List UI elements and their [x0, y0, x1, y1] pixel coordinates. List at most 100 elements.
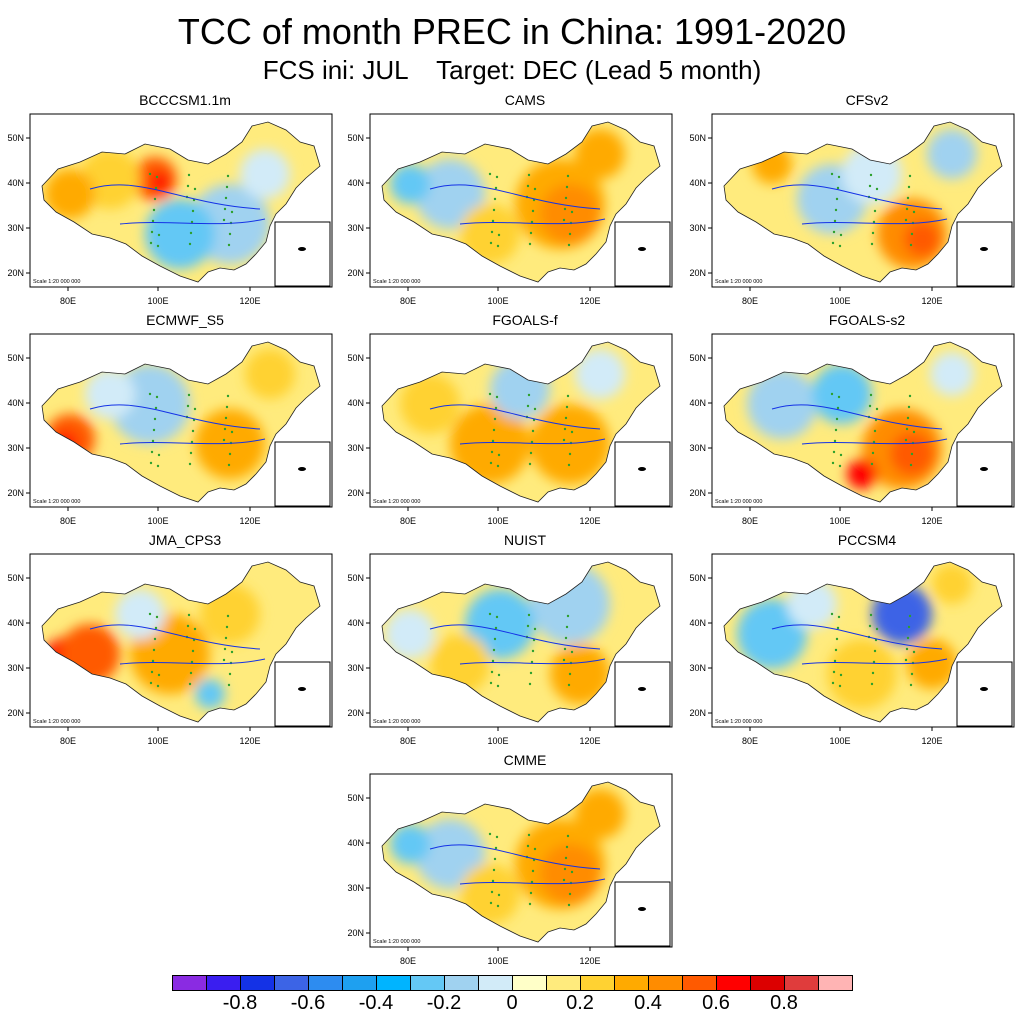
- significance-dot: [568, 232, 572, 236]
- significance-dot: [225, 405, 229, 409]
- colorbar-label: 0.6: [702, 992, 730, 1014]
- tcc-contour-region: [827, 639, 897, 709]
- significance-dot: [904, 218, 908, 222]
- significance-dot: [832, 230, 836, 234]
- significance-dot: [492, 868, 496, 872]
- y-tick-label: 40N: [7, 398, 24, 408]
- colorbar-labels: -0.8 -0.6 -0.4 -0.2 0 0.2 0.4 0.6 0.8: [172, 992, 852, 1020]
- china-border: [381, 561, 661, 723]
- significance-dot: [875, 187, 879, 191]
- scale-note: Scale 1:20 000 000: [715, 719, 762, 725]
- x-tick-label: 100E: [487, 516, 508, 526]
- significance-dot: [831, 461, 835, 465]
- y-tick-label: 30N: [347, 223, 364, 233]
- significance-dot: [188, 462, 192, 466]
- china-border: [723, 561, 1003, 723]
- significance-dot: [186, 624, 190, 628]
- map-panel: JMA_CPS3 80E 100E 120E 50N 40N 30N 20N Scale 1:2…: [0, 532, 340, 752]
- significance-dot: [186, 184, 190, 188]
- significance-dot: [157, 453, 161, 457]
- x-tick-label: 80E: [400, 956, 416, 966]
- significance-dot: [152, 648, 156, 652]
- significance-dot: [567, 463, 571, 467]
- significance-dot: [191, 429, 195, 433]
- scale-note: Scale 1:20 000 000: [715, 279, 762, 285]
- significance-dot: [565, 185, 569, 189]
- significance-dot: [226, 174, 230, 178]
- colorbar-swatch: [648, 975, 683, 991]
- tcc-map: 80E 100E 120E 50N 40N 30N 20N Scale 1:20 000 00…: [689, 333, 1015, 526]
- significance-dot: [153, 197, 157, 201]
- significance-dot: [531, 209, 535, 213]
- inset-island: [638, 687, 646, 691]
- panel-title: FGOALS-f: [492, 312, 558, 328]
- x-tick-label: 120E: [921, 736, 942, 746]
- x-tick-label: 100E: [487, 736, 508, 746]
- significance-dot: [223, 207, 227, 211]
- significance-dot: [837, 395, 841, 399]
- significance-dot: [150, 450, 154, 454]
- significance-dot: [872, 660, 876, 664]
- significance-dot: [562, 218, 566, 222]
- colorbar-swatch: [308, 975, 343, 991]
- plot-frame: [29, 113, 333, 288]
- colorbar-label: -0.8: [222, 992, 258, 1014]
- significance-dot: [908, 394, 912, 398]
- tcc-contour-region: [195, 409, 265, 479]
- significance-dot: [568, 452, 572, 456]
- y-tick-label: 30N: [689, 223, 706, 233]
- significance-dot: [905, 427, 909, 431]
- significance-dot: [151, 219, 155, 223]
- colorbar-swatch: [376, 975, 411, 991]
- south-china-sea-inset: [956, 661, 1013, 727]
- significance-dot: [491, 879, 495, 883]
- significance-dot: [224, 636, 228, 640]
- significance-dot: [492, 208, 496, 212]
- panel-title: FGOALS-s2: [828, 312, 906, 328]
- plot-frame: [29, 333, 333, 508]
- significance-dot: [494, 186, 498, 190]
- significance-dot: [832, 450, 836, 454]
- significance-dot: [838, 244, 842, 248]
- significance-dot: [835, 637, 839, 641]
- y-tick-label: 30N: [7, 223, 24, 233]
- scale-note: Scale 1:20 000 000: [373, 499, 420, 505]
- significance-dot: [225, 185, 229, 189]
- significance-dot: [526, 404, 530, 408]
- significance-dot: [837, 175, 841, 179]
- x-tick-label: 120E: [921, 296, 942, 306]
- significance-dot: [909, 243, 913, 247]
- significance-dot: [222, 658, 226, 662]
- scale-note: Scale 1:20 000 000: [33, 499, 80, 505]
- significance-dot: [836, 406, 840, 410]
- significance-dot: [833, 439, 837, 443]
- map-panel: ECMWF_S5 80E 100E 120E 50N 40N 30N 20N Scale 1:2…: [0, 312, 340, 532]
- map-panel: CAMS 80E 100E 120E 50N 40N 30N 20N Scale 1:20 00…: [340, 92, 680, 312]
- map-panel: CFSv2 80E 100E 120E 50N 40N 30N 20N Scale 1:20 0…: [682, 92, 1022, 312]
- significance-dot: [148, 612, 152, 616]
- panel-title: BCCCSM1.1m: [139, 92, 231, 108]
- significance-dot: [489, 241, 493, 245]
- tcc-map: 80E 100E 120E 50N 40N 30N 20N Scale 1:20 000 00…: [347, 113, 673, 306]
- significance-dot: [488, 832, 492, 836]
- tcc-contour-region: [85, 369, 135, 419]
- significance-dot: [868, 624, 872, 628]
- tcc-contour-region: [200, 584, 260, 644]
- x-tick-label: 120E: [239, 516, 260, 526]
- significance-dot: [907, 625, 911, 629]
- map-panel: FGOALS-s2 80E 100E 120E 50N 40N 30N 20N Scale 1:…: [682, 312, 1022, 532]
- tcc-contour-region: [415, 159, 485, 229]
- significance-dot: [528, 682, 532, 686]
- significance-dot: [872, 440, 876, 444]
- significance-dot: [191, 209, 195, 213]
- significance-dot: [531, 869, 535, 873]
- panel-title: CFSv2: [845, 92, 889, 108]
- colorbar-label: 0.4: [634, 992, 662, 1014]
- significance-dot: [228, 672, 232, 676]
- significance-dot: [496, 904, 500, 908]
- significance-dot: [563, 647, 567, 651]
- panel-title: CMME: [503, 752, 547, 768]
- river-lines: [89, 624, 266, 665]
- significance-dot: [493, 857, 497, 861]
- colorbar-swatch: [716, 975, 751, 991]
